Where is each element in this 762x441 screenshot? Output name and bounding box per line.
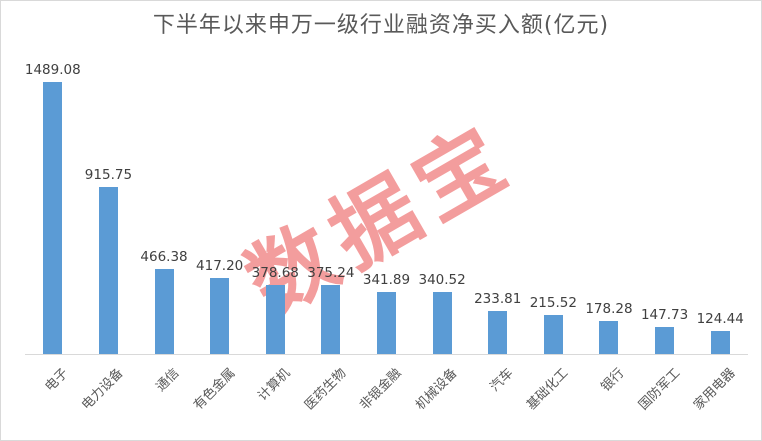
bar-通信 [154,269,174,354]
value-label: 378.68 [251,265,299,281]
value-label: 215.52 [529,295,577,311]
bar-电子 [43,82,63,354]
value-label: 915.75 [84,167,133,183]
value-label: 1489.08 [24,62,81,78]
bar-国防军工 [655,327,675,354]
value-label: 233.81 [474,291,522,307]
category-label: 有色金属 [190,365,239,414]
category-label: 国防军工 [635,365,684,414]
category-label: 非银金融 [357,365,405,414]
bar-有色金属 [210,278,230,354]
bar-基础化工 [543,315,563,354]
category-label: 电子 [42,365,72,395]
chart-title: 下半年以来申万一级行业融资净买入额(亿元) [152,13,610,38]
value-label: 466.38 [140,249,188,265]
bar-银行 [599,321,619,354]
category-label: 电力设备 [79,365,127,414]
category-label: 汽车 [487,365,517,395]
value-label: 375.24 [307,265,355,281]
bar-医药生物 [321,285,341,354]
category-label: 银行 [598,365,628,395]
bar-计算机 [265,285,285,354]
value-label: 417.20 [196,258,244,274]
value-label: 147.73 [640,307,689,323]
bar-非银金融 [377,292,396,354]
x-axis-line [25,354,748,355]
value-label: 341.89 [362,272,411,288]
category-label: 计算机 [255,365,294,405]
value-label: 124.44 [696,311,744,327]
category-label: 家用电器 [691,365,739,414]
bar-电力设备 [98,187,118,354]
category-label: 机械设备 [413,365,461,414]
value-label: 340.52 [418,272,466,288]
bar-家用电器 [710,331,730,354]
bar-机械设备 [432,292,452,354]
category-label: 医药生物 [301,365,350,414]
value-label: 178.28 [585,301,633,317]
category-label: 通信 [153,365,183,395]
category-label: 基础化工 [524,365,572,414]
bar-汽车 [488,311,508,354]
